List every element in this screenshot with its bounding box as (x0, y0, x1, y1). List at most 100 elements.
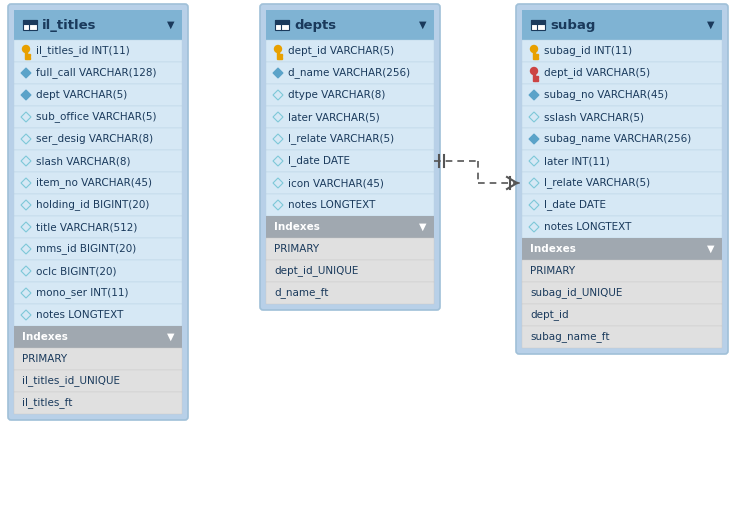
Bar (14, 194, 182, 216)
Text: d_name_ft: d_name_ft (274, 287, 329, 298)
Bar (14, 260, 182, 282)
Polygon shape (529, 112, 539, 122)
Bar (522, 216, 722, 238)
Polygon shape (273, 156, 283, 166)
Text: later VARCHAR(5): later VARCHAR(5) (288, 112, 380, 122)
Bar (279, 57, 282, 59)
Bar (266, 40, 434, 62)
Bar (14, 84, 182, 106)
Circle shape (531, 46, 537, 52)
Polygon shape (273, 200, 283, 210)
Bar (522, 282, 722, 304)
Polygon shape (21, 222, 31, 232)
Bar (522, 106, 722, 128)
Polygon shape (529, 178, 539, 188)
Text: ▼: ▼ (419, 20, 426, 30)
Text: ser_desig VARCHAR(8): ser_desig VARCHAR(8) (36, 134, 153, 145)
Bar (266, 282, 434, 304)
Bar (277, 52, 279, 59)
Text: ▼: ▼ (167, 332, 174, 342)
Text: il_titles_id INT(11): il_titles_id INT(11) (36, 46, 130, 56)
Bar (531, 20, 545, 24)
Bar (266, 62, 434, 84)
Text: notes LONGTEXT: notes LONGTEXT (36, 310, 123, 320)
Bar (14, 172, 182, 194)
Polygon shape (529, 200, 539, 210)
Bar (14, 304, 182, 326)
Text: slash VARCHAR(8): slash VARCHAR(8) (36, 156, 130, 166)
Bar (522, 40, 722, 62)
Bar (535, 76, 538, 78)
Text: dept_id_UNIQUE: dept_id_UNIQUE (274, 266, 358, 277)
Bar (14, 150, 182, 172)
Polygon shape (21, 134, 31, 144)
Text: depts: depts (294, 19, 336, 32)
Text: ▼: ▼ (167, 20, 174, 30)
Bar (522, 84, 722, 106)
Text: subag_id INT(11): subag_id INT(11) (544, 46, 632, 56)
Text: subag_name VARCHAR(256): subag_name VARCHAR(256) (544, 134, 691, 145)
Polygon shape (529, 222, 539, 232)
Polygon shape (273, 178, 283, 188)
Polygon shape (21, 200, 31, 210)
Bar (522, 326, 722, 348)
Bar (266, 238, 434, 260)
FancyBboxPatch shape (516, 4, 728, 354)
Bar (279, 54, 282, 56)
Text: item_no VARCHAR(45): item_no VARCHAR(45) (36, 178, 152, 189)
Bar (266, 172, 434, 194)
Polygon shape (273, 112, 283, 122)
Polygon shape (21, 178, 31, 188)
Bar (266, 106, 434, 128)
Bar (266, 150, 434, 172)
Text: il_titles_ft: il_titles_ft (22, 397, 72, 409)
Text: l_date DATE: l_date DATE (544, 199, 606, 210)
Circle shape (23, 46, 29, 52)
Polygon shape (21, 68, 31, 78)
Bar (25, 52, 27, 59)
Bar (522, 172, 722, 194)
Text: Indexes: Indexes (274, 222, 320, 232)
Bar (275, 20, 289, 24)
Text: d_name VARCHAR(256): d_name VARCHAR(256) (288, 67, 410, 78)
FancyBboxPatch shape (260, 4, 440, 310)
Text: PRIMARY: PRIMARY (274, 244, 319, 254)
Polygon shape (21, 112, 31, 122)
Bar (535, 54, 538, 56)
Bar (14, 216, 182, 238)
Bar (275, 20, 289, 30)
Text: ▼: ▼ (707, 20, 714, 30)
Text: subag_id_UNIQUE: subag_id_UNIQUE (530, 287, 622, 298)
Bar (522, 260, 722, 282)
Text: il_titles: il_titles (42, 19, 97, 32)
Polygon shape (21, 90, 31, 100)
Bar (266, 260, 434, 282)
Bar (23, 20, 37, 30)
Text: l_relate VARCHAR(5): l_relate VARCHAR(5) (288, 134, 394, 145)
Text: full_call VARCHAR(128): full_call VARCHAR(128) (36, 67, 156, 78)
Text: sslash VARCHAR(5): sslash VARCHAR(5) (544, 112, 644, 122)
Text: notes LONGTEXT: notes LONGTEXT (544, 222, 632, 232)
Text: dtype VARCHAR(8): dtype VARCHAR(8) (288, 90, 385, 100)
Bar (266, 84, 434, 106)
Text: dept VARCHAR(5): dept VARCHAR(5) (36, 90, 128, 100)
Polygon shape (273, 68, 283, 78)
Text: mms_id BIGINT(20): mms_id BIGINT(20) (36, 243, 136, 254)
Polygon shape (529, 156, 539, 166)
Text: icon VARCHAR(45): icon VARCHAR(45) (288, 178, 384, 188)
Bar (23, 20, 37, 24)
Text: title VARCHAR(512): title VARCHAR(512) (36, 222, 137, 232)
Bar (535, 79, 538, 81)
Text: dept_id VARCHAR(5): dept_id VARCHAR(5) (544, 67, 650, 78)
Bar (531, 20, 545, 30)
Text: sub_office VARCHAR(5): sub_office VARCHAR(5) (36, 111, 156, 122)
Text: later INT(11): later INT(11) (544, 156, 609, 166)
Text: PRIMARY: PRIMARY (530, 266, 575, 276)
Bar (14, 40, 182, 62)
Bar (14, 326, 182, 348)
Bar (535, 57, 538, 59)
Bar (14, 238, 182, 260)
Bar (14, 392, 182, 414)
Bar (522, 128, 722, 150)
Text: oclc BIGINT(20): oclc BIGINT(20) (36, 266, 116, 276)
